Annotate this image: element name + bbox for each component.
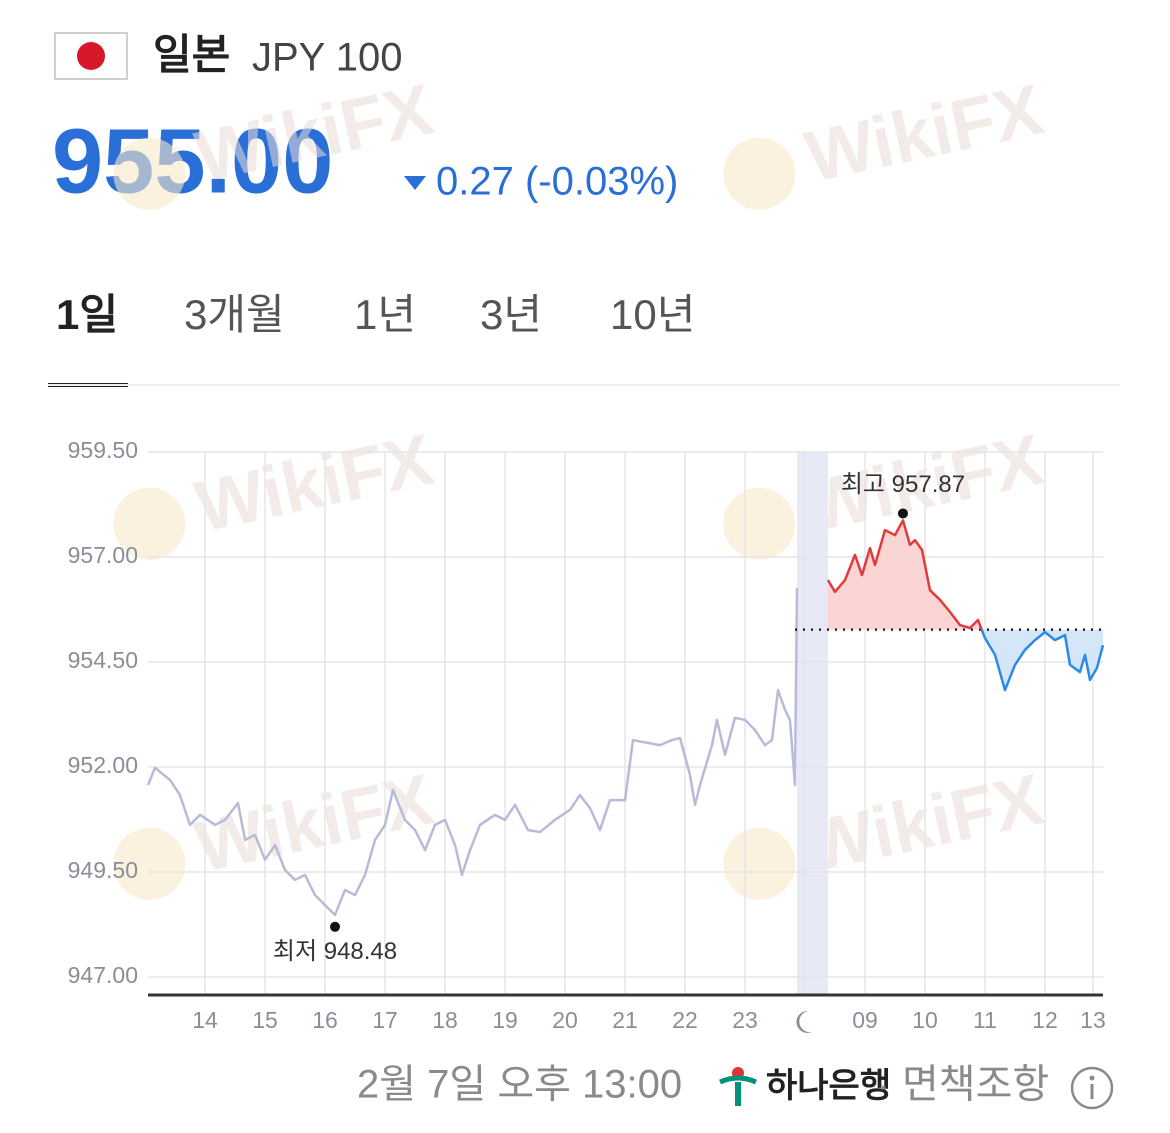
disclaimer[interactable]: 면책조항 bbox=[902, 1063, 1049, 1107]
down-arrow bbox=[404, 176, 426, 190]
night-icon bbox=[796, 1010, 812, 1033]
y-tick-label: 954.50 bbox=[68, 647, 138, 673]
tab[interactable]: 1일 bbox=[56, 291, 118, 338]
x-tick-label: 10 bbox=[912, 1007, 938, 1033]
watermark: WikiFX bbox=[189, 420, 440, 548]
extreme-label: 최저 948.48 bbox=[273, 938, 397, 965]
extreme-dot bbox=[897, 508, 908, 519]
area-down bbox=[981, 629, 1103, 691]
x-tick-label: 21 bbox=[612, 1007, 638, 1033]
x-tick-label: 14 bbox=[192, 1007, 218, 1033]
tabs: 1일 3개월 1년 3년 10년 bbox=[48, 291, 695, 387]
country: 일본 bbox=[153, 31, 230, 78]
line bbox=[146, 588, 799, 917]
price: 955.00 bbox=[52, 110, 333, 212]
extreme-dot bbox=[330, 921, 341, 932]
flag-sun bbox=[77, 42, 105, 70]
x-tick-label: 23 bbox=[732, 1007, 758, 1033]
y-tick-label: 957.00 bbox=[68, 542, 138, 568]
change: 0.27 (-0.03%) bbox=[436, 160, 678, 204]
x-tick-label: 09 bbox=[852, 1007, 878, 1033]
tab[interactable]: 1년 bbox=[354, 291, 416, 338]
x-tick-label: 16 bbox=[312, 1007, 338, 1033]
area-up bbox=[827, 520, 1103, 630]
x-tick-label: 15 bbox=[252, 1007, 278, 1033]
night-band bbox=[797, 452, 828, 995]
y-tick-label: 949.50 bbox=[68, 857, 138, 883]
x-tick-label: 19 bbox=[492, 1007, 518, 1033]
x-tick-label: 22 bbox=[672, 1007, 698, 1033]
x-tick-label: 12 bbox=[1032, 1007, 1058, 1033]
line-down bbox=[980, 629, 1105, 692]
watermark: WikiFX bbox=[799, 70, 1050, 198]
tab[interactable]: 3년 bbox=[480, 291, 542, 338]
currency: JPY 100 bbox=[252, 36, 403, 80]
y-tick-label: 952.00 bbox=[68, 752, 138, 778]
y-tick-label: 947.00 bbox=[68, 962, 138, 988]
separator: · bbox=[878, 1067, 889, 1105]
y-tick-label: 959.50 bbox=[68, 437, 138, 463]
extreme-label: 최고 957.87 bbox=[841, 471, 965, 498]
x-tick-label: 18 bbox=[432, 1007, 458, 1033]
header: 일본 JPY 100 955.00 0.27 (-0.03%) bbox=[52, 31, 678, 212]
footer: 2월 7일 오후 13:00 하나은행 · 면책조항 bbox=[357, 1063, 1114, 1110]
tab[interactable]: 10년 bbox=[610, 291, 695, 338]
chart: 959.50 957.00 954.50 952.00 949.50 947.00 14 15… bbox=[68, 437, 1106, 1033]
timestamp: 2월 7일 오후 13:00 bbox=[357, 1063, 682, 1107]
info-icon[interactable] bbox=[1070, 1066, 1114, 1110]
x-tick-label: 20 bbox=[552, 1007, 578, 1033]
watermark: WikiFX bbox=[189, 760, 440, 888]
x-tick-label: 17 bbox=[372, 1007, 398, 1033]
bank-name: 하나은행 bbox=[766, 1067, 891, 1105]
bank-logo bbox=[718, 1067, 758, 1106]
line-up bbox=[826, 519, 984, 630]
x-tick-label: 11 bbox=[973, 1007, 997, 1033]
tab[interactable]: 3개월 bbox=[184, 291, 285, 338]
x-tick-label: 13 bbox=[1080, 1007, 1106, 1033]
